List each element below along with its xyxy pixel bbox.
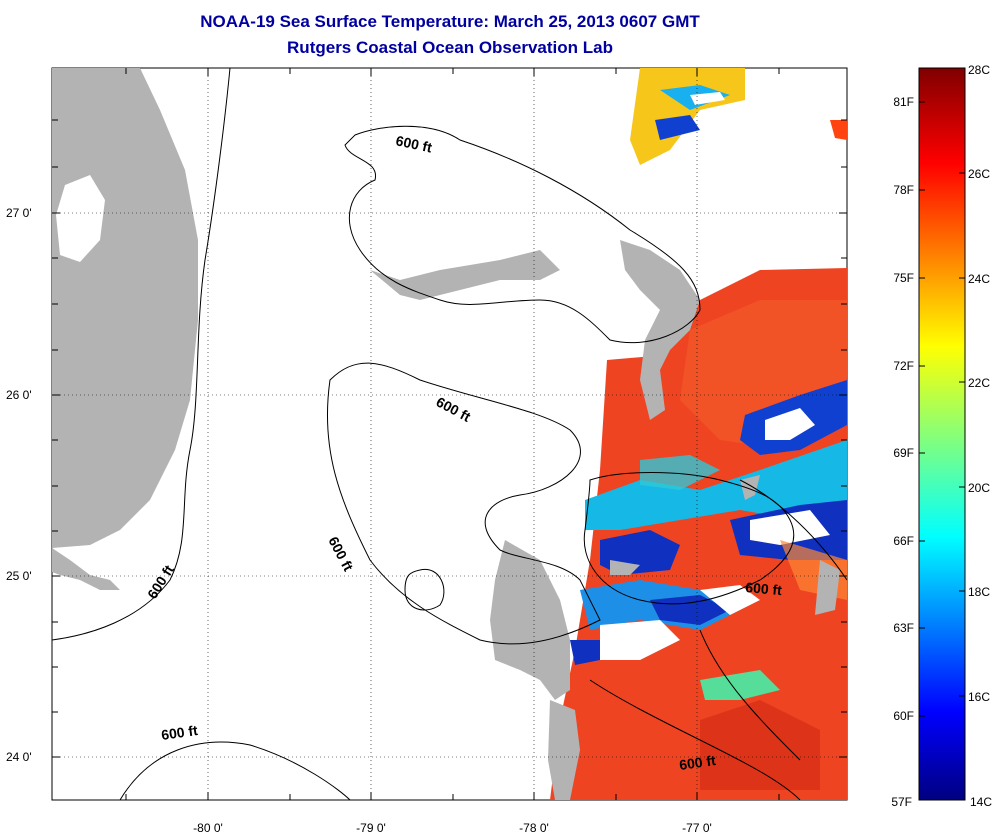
lake-okeechobee — [56, 175, 105, 262]
graticule — [52, 68, 847, 800]
map-subtitle: Rutgers Coastal Ocean Observation Lab — [287, 38, 613, 57]
colorbar-celsius-label: 28C — [968, 63, 990, 77]
contour-label: 600 ft — [160, 722, 199, 743]
colorbar-celsius-label: 20C — [968, 481, 990, 495]
colorbar-celsius-label: 24C — [968, 272, 990, 286]
map-title: NOAA-19 Sea Surface Temperature: March 2… — [200, 12, 700, 31]
lon-tick-label: -77 0' — [682, 821, 712, 835]
colorbar: 28C 26C 24C 22C 20C 18C 16C 14C 81F 78F … — [891, 63, 992, 809]
colorbar-celsius-label: 16C — [968, 690, 990, 704]
lat-tick-label: 27 0' — [6, 206, 32, 220]
colorbar-fahrenheit-label: 60F — [893, 709, 914, 723]
contour-label: 600 ft — [745, 579, 783, 598]
lat-tick-label: 25 0' — [6, 569, 32, 583]
depth-contours — [52, 68, 847, 800]
colorbar-celsius-label: 14C — [970, 795, 992, 809]
colorbar-fahrenheit-label: 72F — [893, 359, 914, 373]
colorbar-fahrenheit-label: 69F — [893, 446, 914, 460]
lon-tick-label: -79 0' — [356, 821, 386, 835]
colorbar-celsius-label: 22C — [968, 376, 990, 390]
lon-tick-label: -80 0' — [193, 821, 223, 835]
colorbar-fahrenheit-label: 78F — [893, 183, 914, 197]
contour-label: 600 ft — [394, 132, 433, 155]
colorbar-gradient — [918, 67, 966, 801]
colorbar-fahrenheit-label: 63F — [893, 621, 914, 635]
sst-north-patch — [630, 68, 847, 165]
contour-label: 600 ft — [678, 752, 717, 773]
frame-ticks — [52, 68, 847, 800]
colorbar-fahrenheit-label: 57F — [891, 795, 912, 809]
colorbar-celsius-label: 18C — [968, 585, 990, 599]
colorbar-celsius-label: 26C — [968, 167, 990, 181]
colorbar-fahrenheit-label: 75F — [893, 271, 914, 285]
colorbar-fahrenheit-label: 66F — [893, 534, 914, 548]
lat-tick-label: 24 0' — [6, 750, 32, 764]
lon-tick-label: -78 0' — [519, 821, 549, 835]
colorbar-fahrenheit-label: 81F — [893, 95, 914, 109]
lat-tick-label: 26 0' — [6, 388, 32, 402]
